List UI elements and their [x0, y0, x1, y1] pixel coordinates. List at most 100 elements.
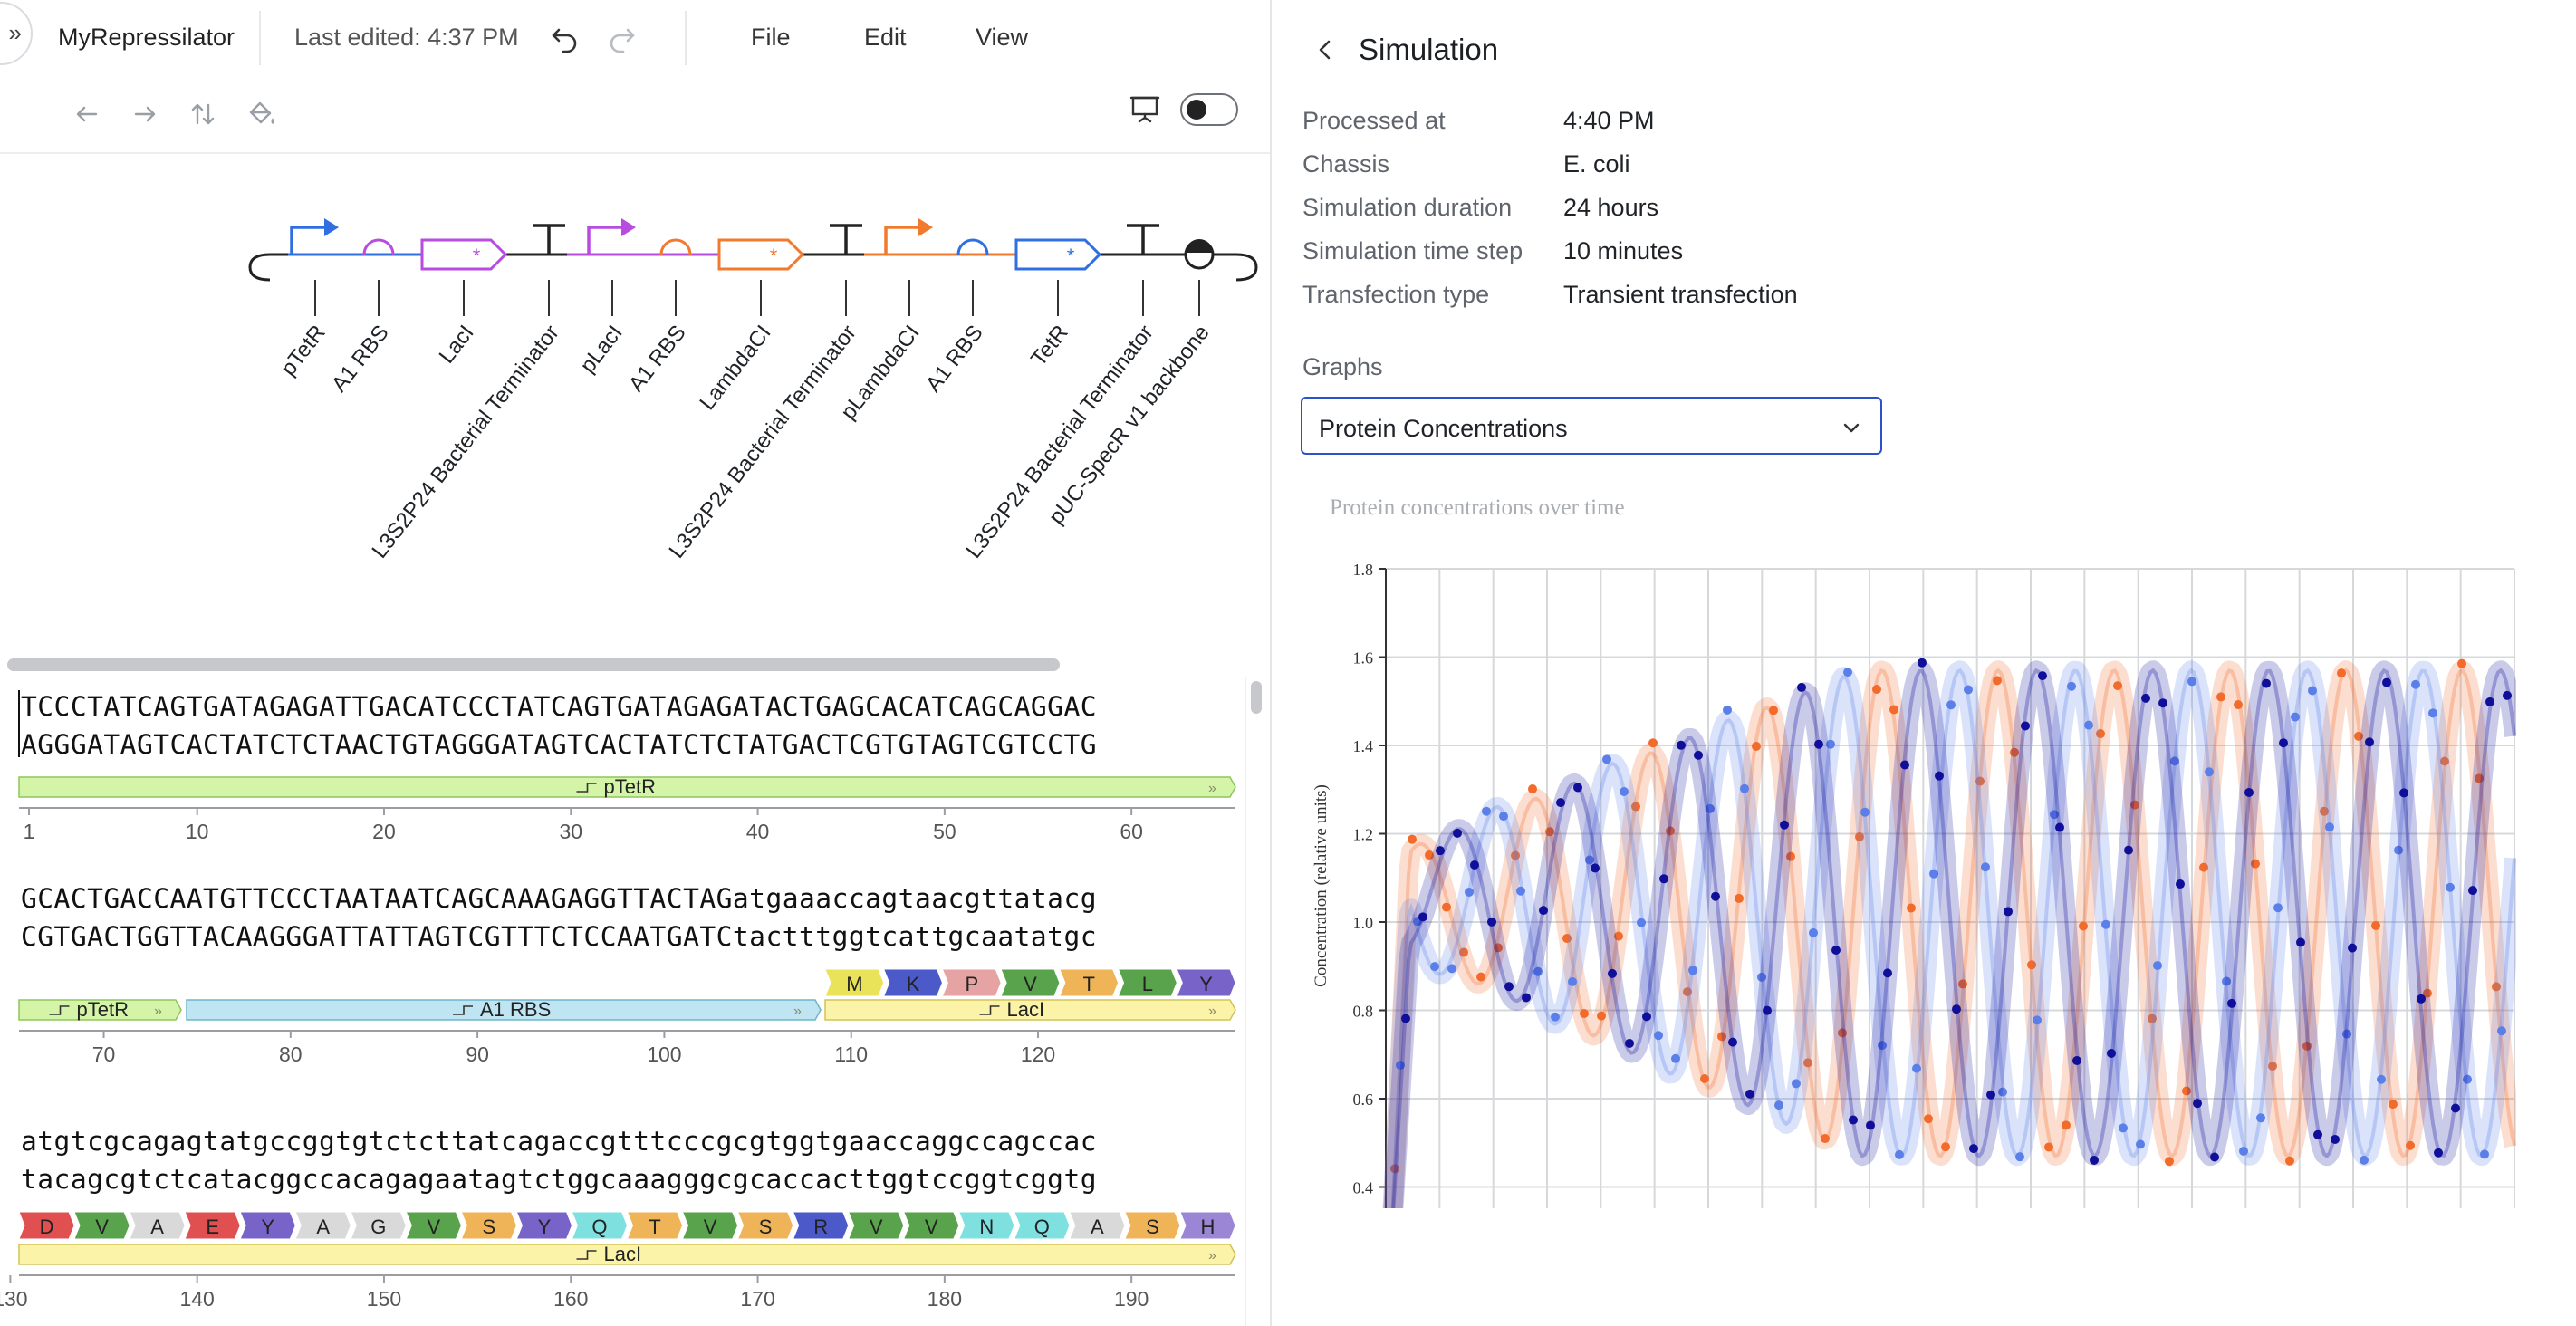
feature-annotation[interactable]: [18, 776, 1236, 798]
part-label: L3S2P24 Bacterial Terminator: [664, 321, 860, 563]
data-point: [2389, 1100, 2398, 1110]
data-point: [1831, 945, 1841, 955]
data-point: [1809, 927, 1818, 937]
part-cds-glyph[interactable]: *: [420, 238, 508, 271]
arrow-right-icon[interactable]: [127, 96, 163, 132]
data-point: [1425, 850, 1434, 860]
sequence-bottom-strand[interactable]: AGGGATAGTCACTATCTCTAACTGTAGGGATAGTCACTAT…: [21, 729, 1097, 760]
data-point: [1763, 1005, 1772, 1015]
paint-bucket-icon[interactable]: [243, 96, 279, 132]
part-cds-glyph[interactable]: *: [717, 238, 805, 271]
data-point: [1494, 943, 1503, 953]
data-point: [2141, 693, 2150, 703]
feature-annotation[interactable]: [18, 1244, 1236, 1265]
part-rbs-glyph[interactable]: [362, 238, 395, 255]
horizontal-scrollbar[interactable]: [7, 658, 1060, 671]
feature-annotation[interactable]: [186, 999, 822, 1021]
data-point: [2463, 1074, 2472, 1084]
data-point: [1694, 750, 1703, 760]
sequence-top-strand[interactable]: atgtcgcagagtatgccggtgtctcttatcagaccgtttc…: [21, 1126, 1097, 1157]
data-point: [1688, 966, 1697, 975]
chart-title: Protein concentrations over time: [1330, 495, 1625, 520]
data-point: [1706, 803, 1715, 813]
amino-acid-label: L: [1142, 973, 1153, 995]
part-rbs-glyph[interactable]: [659, 238, 692, 255]
amino-acid-label: H: [1201, 1216, 1216, 1238]
vertical-scrollbar[interactable]: [1251, 681, 1262, 714]
part-cds-glyph[interactable]: *: [1014, 238, 1102, 271]
data-point: [1545, 827, 1554, 837]
graph-select[interactable]: Protein Concentrations: [1301, 397, 1882, 455]
sequence-top-strand[interactable]: TCCCTATCAGTGATAGAGATTGACATCCCTATCAGTGATA…: [21, 691, 1097, 722]
swap-vertical-icon[interactable]: [185, 96, 221, 132]
data-point: [1814, 739, 1823, 749]
feature-annotation[interactable]: [824, 999, 1236, 1021]
chevron-right-icon: »: [793, 1004, 802, 1019]
amino-acid-block: [824, 968, 885, 997]
data-point: [2050, 810, 2059, 820]
amino-acid-label: S: [1146, 1216, 1159, 1238]
data-point: [1998, 1087, 2007, 1097]
amino-acid-block: [184, 1211, 241, 1240]
menu-file[interactable]: File: [751, 24, 791, 51]
chevron-right-icon: »: [154, 1004, 162, 1019]
part-promoter-glyph[interactable]: [884, 218, 933, 255]
amino-acid-block: [681, 1211, 739, 1240]
expand-sidebar-button[interactable]: »: [0, 2, 33, 65]
data-point: [2101, 919, 2110, 929]
simulation-title: Simulation: [1359, 33, 1499, 66]
amino-acid-block: [515, 1211, 572, 1240]
part-rbs-glyph[interactable]: [956, 238, 989, 255]
chevron-right-icon: »: [1208, 781, 1216, 796]
part-label: LambdaCI: [695, 321, 775, 415]
data-point: [1969, 1144, 1978, 1154]
arrow-left-icon[interactable]: [69, 96, 105, 132]
property-value: 4:40 PM: [1563, 107, 1655, 134]
data-point: [1597, 1011, 1606, 1021]
menu-view[interactable]: View: [976, 24, 1029, 51]
data-point: [2411, 679, 2420, 689]
data-point: [1964, 685, 1973, 695]
amino-acid-block: [571, 1211, 629, 1240]
data-point: [2497, 1026, 2506, 1036]
part-label: L3S2P24 Bacterial Terminator: [367, 321, 563, 563]
design-editor-panel: » MyRepressilator Last edited: 4:37 PM F…: [0, 0, 1270, 1326]
data-point: [2382, 677, 2391, 687]
sequence-bottom-strand[interactable]: CGTGACTGGTTACAAGGGATTATTAGTCGTTTCTCCAATG…: [21, 921, 1097, 952]
redo-icon[interactable]: [605, 18, 638, 54]
data-point: [2038, 671, 2047, 681]
data-point: [1470, 860, 1479, 870]
data-point: [2227, 998, 2236, 1008]
data-point: [1453, 828, 1462, 838]
view-mode-toggle[interactable]: [1180, 93, 1238, 126]
amino-acid-block: [18, 1211, 75, 1240]
amino-acid-label: T: [1082, 973, 1094, 995]
part-terminator-glyph[interactable]: [830, 224, 862, 255]
data-point: [2244, 787, 2254, 797]
part-promoter-glyph[interactable]: [290, 218, 339, 255]
amino-acid-block: [1124, 1211, 1181, 1240]
data-point: [2417, 994, 2426, 1004]
amino-acid-label: D: [40, 1216, 54, 1238]
last-edited-text: Last edited: 4:37 PM: [294, 24, 519, 51]
presentation-icon[interactable]: [1129, 92, 1161, 125]
data-point: [1821, 1134, 1830, 1144]
ruler-tick-label: 60: [1120, 820, 1143, 843]
part-promoter-glyph[interactable]: [587, 218, 636, 255]
data-point: [1792, 1079, 1801, 1089]
simulation-panel: Simulation Processed at 4:40 PM Chassis E.…: [1270, 0, 2576, 1326]
ruler-tick-label: 150: [367, 1287, 401, 1311]
undo-icon[interactable]: [549, 18, 582, 54]
part-terminator-glyph[interactable]: [1127, 224, 1159, 255]
sequence-bottom-strand[interactable]: tacagcgtctcatacggccacagagaatagtctggcaaag…: [21, 1164, 1097, 1195]
data-point: [2119, 1123, 2128, 1133]
part-terminator-glyph[interactable]: [533, 224, 565, 255]
ruler-tick-label: 190: [1114, 1287, 1149, 1311]
menu-edit[interactable]: Edit: [864, 24, 907, 51]
data-point: [1418, 912, 1427, 922]
chevron-left-icon[interactable]: [1312, 36, 1339, 63]
sequence-top-strand[interactable]: GCACTGACCAATGTTCCCTAATAATCAGCAAAGAGGTTAC…: [21, 883, 1097, 914]
part-backbone-glyph[interactable]: [1184, 239, 1215, 270]
part-label: A1 RBS: [921, 321, 988, 397]
project-title[interactable]: MyRepressilator: [58, 24, 235, 51]
